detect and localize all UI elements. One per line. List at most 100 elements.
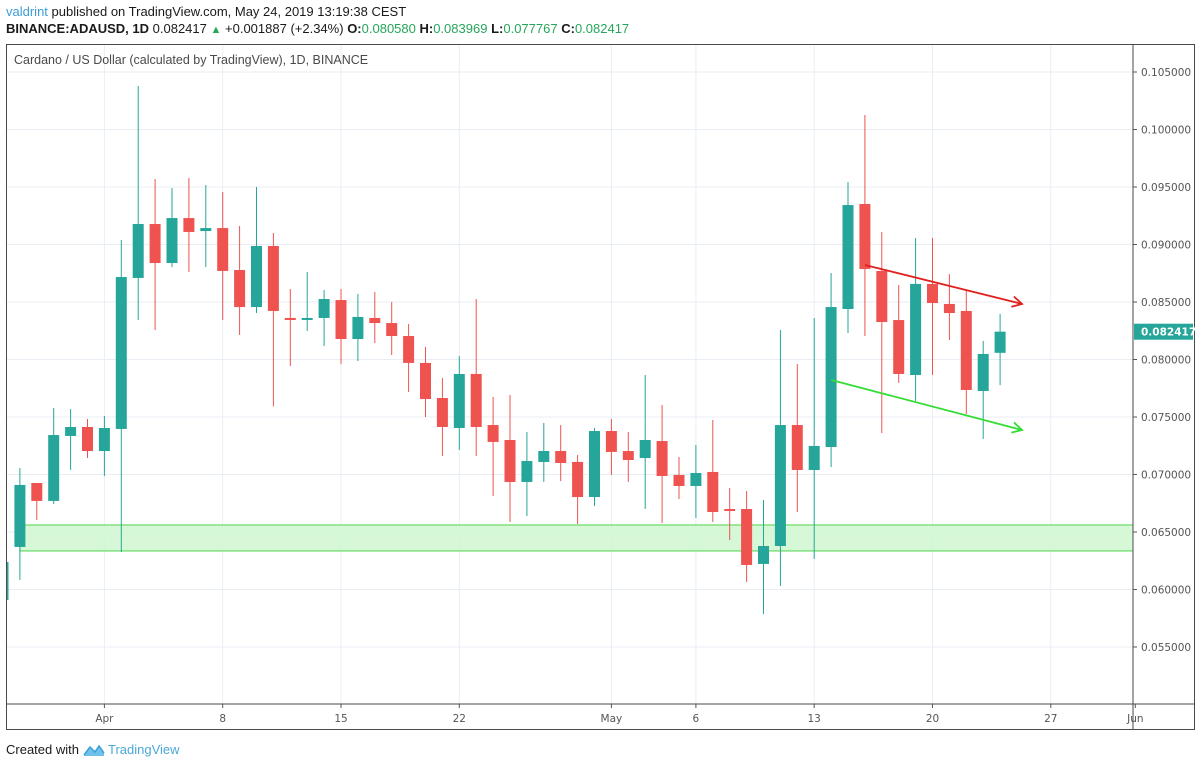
candle-body: [369, 317, 381, 324]
candle-body: [842, 205, 854, 310]
candle-body: [943, 303, 955, 314]
candle-body: [774, 425, 786, 547]
candle-body: [386, 323, 398, 337]
candle-body: [808, 445, 820, 470]
price-tick-label: 0.075000: [1141, 412, 1191, 424]
close-value: 0.082417: [574, 21, 630, 36]
candle-body: [758, 546, 769, 564]
tradingview-link[interactable]: TradingView: [107, 742, 180, 757]
price-tick-label: 0.080000: [1141, 354, 1191, 366]
candle-body: [977, 353, 989, 391]
author-link[interactable]: valdrint: [6, 4, 48, 19]
chart-title: Cardano / US Dollar (calculated by Tradi…: [14, 53, 369, 67]
time-tick-label: 8: [219, 713, 226, 725]
time-tick-label: May: [601, 713, 623, 725]
candle-body: [825, 307, 837, 447]
time-tick-label: Apr: [95, 713, 114, 725]
triangle-up-icon: ▲: [210, 24, 222, 36]
candle-body: [470, 373, 482, 427]
candle-body: [487, 425, 499, 442]
low-value: 0.077767: [503, 21, 558, 36]
candle-body: [234, 270, 246, 308]
candle-body: [927, 283, 938, 304]
tradingview-logo-icon: [83, 744, 105, 756]
red-trend-arrow-head: [1011, 295, 1024, 308]
candle-body: [284, 317, 296, 320]
candle-body: [791, 425, 803, 470]
symbol-info-line: BINANCE:ADAUSD, 1D 0.082417 ▲ +0.001887 …: [6, 21, 629, 38]
candle-body: [436, 398, 448, 427]
candle-body: [605, 431, 617, 452]
last-price-badge: [1134, 323, 1193, 340]
time-tick-label: 20: [926, 713, 939, 725]
candle-body: [251, 245, 262, 308]
candle-body: [115, 277, 127, 429]
red-trend-arrow: [864, 264, 1023, 305]
candle-body: [7, 561, 9, 600]
candle-body: [994, 331, 1006, 353]
candle-body: [673, 474, 685, 486]
candle-body: [183, 218, 195, 232]
chart-frame: [6, 44, 1195, 730]
candle-body: [301, 317, 313, 320]
candle-body: [741, 508, 753, 565]
price-change: +0.001887 (+2.34%): [225, 21, 344, 36]
open-label: O:: [347, 21, 362, 36]
candle-body: [403, 336, 415, 363]
candle-body: [555, 451, 567, 463]
symbol-label: BINANCE:ADAUSD, 1D: [6, 21, 150, 36]
price-tick-label: 0.085000: [1141, 297, 1191, 309]
candle-body: [572, 461, 584, 498]
time-tick-label: 15: [334, 713, 347, 725]
candle-body: [504, 439, 516, 482]
candle-body: [453, 373, 465, 429]
price-tick-label: 0.065000: [1141, 527, 1191, 539]
price-tick-label: 0.095000: [1141, 182, 1191, 194]
candle-body: [639, 439, 651, 459]
open-value: 0.080580: [361, 21, 416, 36]
candle-body: [335, 300, 347, 340]
candle-body: [893, 320, 905, 374]
high-label: H:: [419, 21, 434, 36]
time-tick-label: 27: [1044, 713, 1057, 725]
candle-body: [707, 471, 719, 512]
price-tick-label: 0.100000: [1141, 124, 1191, 136]
time-tick-label: 13: [808, 713, 821, 725]
candle-body: [960, 310, 972, 390]
candle-body: [48, 435, 60, 501]
candle-body: [200, 228, 212, 232]
support-zone: [19, 524, 1133, 552]
candle-body: [318, 299, 330, 318]
price-tick-label: 0.060000: [1141, 584, 1191, 596]
published-text: published on TradingView.com, May 24, 20…: [51, 4, 407, 19]
green-trend-arrow: [830, 379, 1023, 431]
candle-body: [622, 451, 634, 460]
candle-body: [149, 224, 161, 264]
candle-body: [420, 362, 431, 400]
time-tick-label: 22: [453, 713, 466, 725]
price-tick-label: 0.090000: [1141, 239, 1191, 251]
candle-body: [521, 461, 533, 482]
last-price: 0.082417: [152, 21, 207, 36]
price-tick-label: 0.070000: [1141, 469, 1191, 481]
candle-body: [690, 472, 702, 486]
footer: Created with TradingView: [6, 742, 180, 757]
candle-body: [98, 428, 110, 452]
candle-body: [65, 426, 77, 436]
candle-body: [538, 451, 550, 462]
candle-body: [656, 441, 668, 476]
candle-body: [267, 245, 279, 311]
time-tick-label: Jun: [1126, 713, 1143, 725]
candle-body: [14, 484, 26, 547]
price-tick-label: 0.105000: [1141, 67, 1191, 79]
time-tick-label: 6: [693, 713, 700, 725]
candle-body: [589, 431, 600, 498]
close-label: C:: [561, 21, 575, 36]
candle-body: [82, 426, 93, 452]
price-tick-label: 0.055000: [1141, 642, 1191, 654]
created-with-text: Created with: [6, 742, 79, 757]
candle-body: [910, 283, 922, 376]
candle-body: [724, 508, 736, 511]
green-trend-arrow-head: [1011, 421, 1024, 434]
